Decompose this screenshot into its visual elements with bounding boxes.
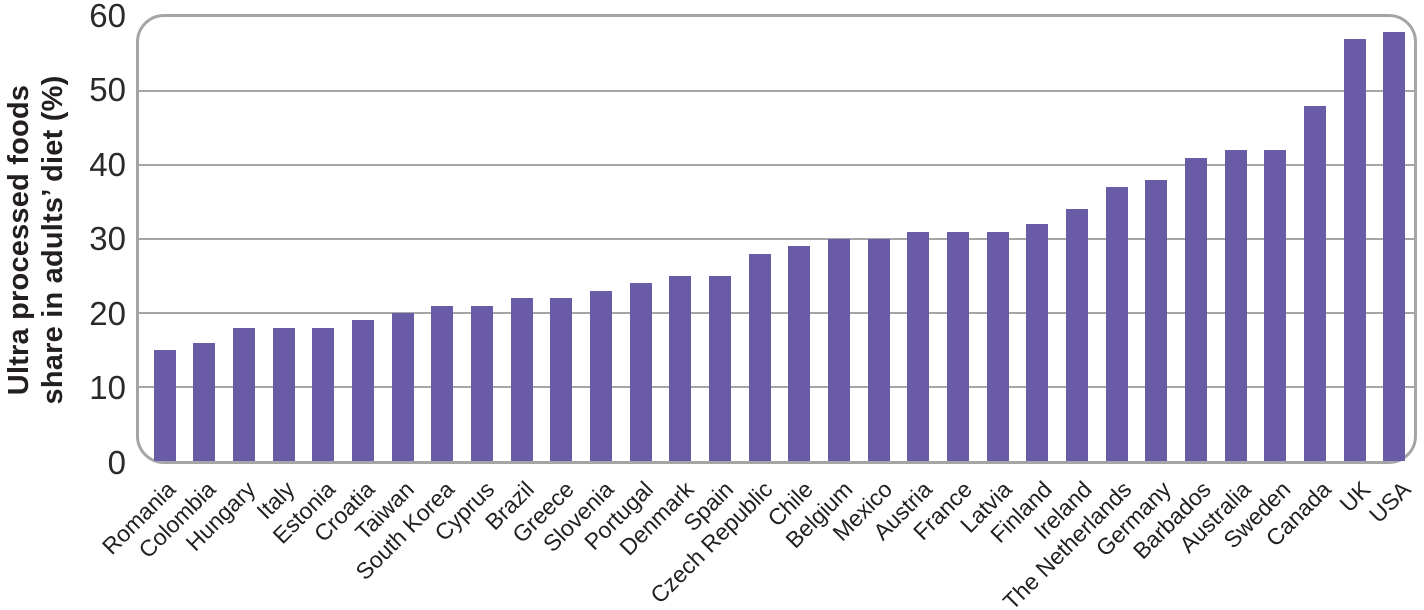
y-tick-label: 10 bbox=[89, 369, 126, 406]
bar-slot bbox=[383, 17, 423, 461]
bar-croatia bbox=[352, 320, 375, 461]
x-slot: Czech Republic bbox=[646, 470, 780, 608]
bar-brazil bbox=[510, 298, 533, 461]
y-tick-label: 40 bbox=[89, 145, 126, 183]
gridline bbox=[139, 238, 1414, 240]
x-axis-labels: Romania Colombia Hungary Italy Estonia Croati… bbox=[97, 470, 1417, 610]
bar-slot bbox=[938, 17, 978, 461]
bar-slot bbox=[1136, 17, 1176, 461]
bar-spain bbox=[709, 276, 732, 461]
bar-slot bbox=[1057, 17, 1097, 461]
bar-slot bbox=[740, 17, 780, 461]
bar-slot bbox=[343, 17, 383, 461]
bar-slot bbox=[819, 17, 859, 461]
bar-slot bbox=[621, 17, 661, 461]
bar-slot bbox=[423, 17, 463, 461]
bar-slot bbox=[502, 17, 542, 461]
bar-slot bbox=[304, 17, 344, 461]
gridline bbox=[139, 164, 1414, 167]
bar-slot bbox=[145, 17, 185, 461]
bar-finland bbox=[1026, 224, 1049, 461]
bar-belgium bbox=[827, 239, 850, 461]
bar-slot bbox=[978, 17, 1018, 461]
bar-south-korea bbox=[431, 305, 454, 461]
bar-slot bbox=[542, 17, 582, 461]
bar-chile bbox=[788, 246, 811, 461]
bar-estonia bbox=[312, 327, 335, 461]
bar-colombia bbox=[193, 342, 216, 461]
bar-slot bbox=[700, 17, 740, 461]
bar-slot bbox=[1097, 17, 1137, 461]
y-tick-label: 60 bbox=[89, 0, 126, 34]
bar-slot bbox=[859, 17, 899, 461]
bar-sweden bbox=[1264, 150, 1287, 461]
bar-ireland bbox=[1065, 209, 1088, 461]
bar-slot bbox=[1176, 17, 1216, 461]
bar-slot bbox=[185, 17, 225, 461]
bar-barbados bbox=[1184, 157, 1207, 461]
bar-canada bbox=[1303, 105, 1326, 461]
bar-portugal bbox=[629, 283, 652, 461]
y-tick-label: 0 bbox=[107, 443, 126, 481]
bar-hungary bbox=[233, 327, 256, 461]
bar-slot bbox=[1335, 17, 1375, 461]
x-slot: USA bbox=[1364, 470, 1417, 590]
x-slot: UK bbox=[1335, 470, 1377, 590]
y-tick-label: 30 bbox=[89, 220, 126, 257]
bar-mexico bbox=[867, 239, 890, 461]
bar-slot bbox=[1017, 17, 1057, 461]
x-slot: Hungary bbox=[180, 470, 262, 590]
bar-slovenia bbox=[590, 290, 613, 461]
bar-slot bbox=[264, 17, 304, 461]
bar-slot bbox=[1216, 17, 1256, 461]
bar-slot bbox=[661, 17, 701, 461]
gridline bbox=[139, 90, 1414, 92]
bar-slot bbox=[1255, 17, 1295, 461]
bar-australia bbox=[1224, 150, 1247, 461]
bar-uk bbox=[1343, 39, 1366, 461]
bar-romania bbox=[153, 350, 176, 461]
bar-italy bbox=[272, 327, 295, 461]
y-tick-label: 20 bbox=[89, 294, 126, 332]
y-tick-label: 50 bbox=[89, 71, 126, 108]
plot-area bbox=[136, 14, 1417, 464]
x-slot: Canada bbox=[1260, 470, 1337, 590]
bar-slot bbox=[224, 17, 264, 461]
bar-slot bbox=[1295, 17, 1335, 461]
bar-slot bbox=[780, 17, 820, 461]
bar-latvia bbox=[986, 231, 1009, 461]
bar-taiwan bbox=[391, 313, 414, 461]
bar-denmark bbox=[669, 276, 692, 461]
bar-austria bbox=[907, 231, 930, 461]
bar-czech-republic bbox=[748, 253, 771, 461]
bar-germany bbox=[1145, 179, 1168, 461]
gridline bbox=[139, 386, 1414, 389]
bar-the-netherlands bbox=[1105, 187, 1128, 461]
bar-usa bbox=[1383, 31, 1406, 461]
bar-slot bbox=[898, 17, 938, 461]
bar-slot bbox=[1374, 17, 1414, 461]
bar-greece bbox=[550, 298, 573, 461]
bar-france bbox=[946, 231, 969, 461]
bar-slot bbox=[462, 17, 502, 461]
bars bbox=[139, 17, 1414, 461]
bar-cyprus bbox=[471, 305, 494, 461]
gridline bbox=[139, 312, 1414, 315]
bar-slot bbox=[581, 17, 621, 461]
